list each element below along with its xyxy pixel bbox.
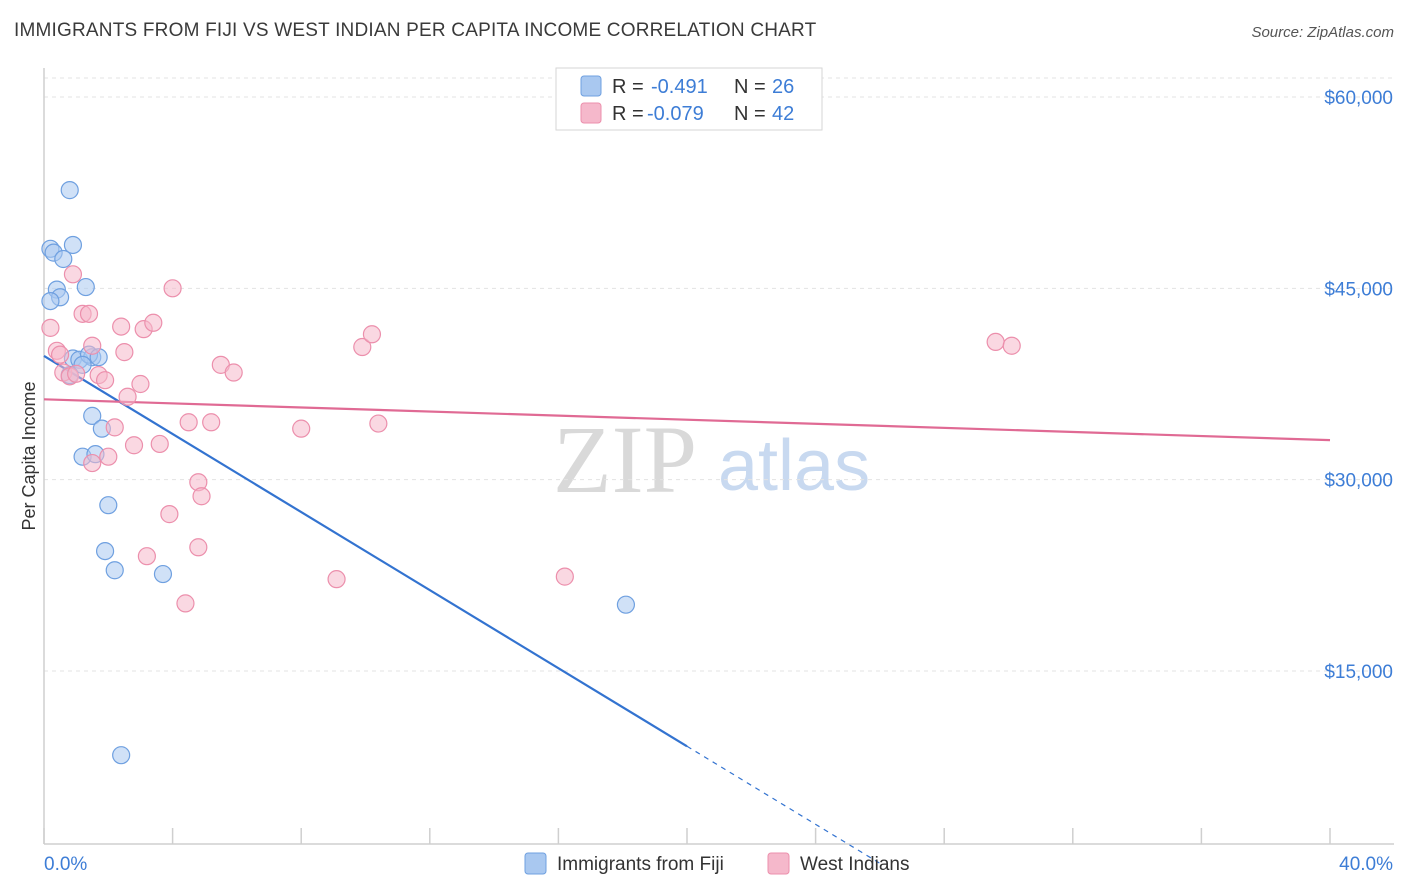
legend-n-value-fiji: 26 — [772, 76, 794, 98]
data-point-west-indians — [353, 337, 372, 357]
data-point-west-indians — [99, 447, 118, 466]
trendline-extension-fiji — [686, 745, 881, 864]
data-points — [41, 181, 1021, 765]
data-point-west-indians — [176, 594, 195, 613]
data-point-fiji — [60, 181, 79, 200]
y-axis-label: Per Capita Income — [19, 381, 39, 530]
legend-r-label-fiji: R = — [612, 76, 644, 98]
chart-source: Source: ZipAtlas.com — [1251, 24, 1394, 41]
data-point-west-indians — [189, 538, 208, 557]
data-point-west-indians — [41, 318, 60, 337]
bottom-legend-swatch-west-indians — [767, 852, 790, 875]
data-point-west-indians — [67, 364, 86, 383]
data-point-west-indians — [986, 332, 1005, 352]
legend-n-label-west-indians: N = — [734, 103, 766, 125]
legend-r-value-fiji: -0.491 — [651, 76, 708, 98]
watermark-atlas: atlas — [718, 426, 870, 506]
bottom-legend: Immigrants from Fiji West Indians — [524, 852, 909, 875]
chart-title: IMMIGRANTS FROM FIJI VS WEST INDIAN PER … — [14, 20, 817, 41]
data-point-fiji — [41, 291, 60, 311]
legend-swatch-fiji — [580, 75, 602, 97]
y-tick-labels: $60,000 $45,000 $30,000 $15,000 — [1324, 88, 1393, 683]
data-point-west-indians — [118, 387, 137, 406]
data-point-west-indians — [112, 317, 131, 336]
data-point-west-indians — [124, 436, 144, 455]
data-point-west-indians — [224, 363, 243, 382]
bottom-legend-label-fiji: Immigrants from Fiji — [557, 854, 724, 875]
data-point-fiji — [76, 277, 95, 297]
data-point-west-indians — [202, 413, 221, 432]
legend-r-label-west-indians: R = — [612, 103, 644, 125]
data-point-west-indians — [95, 371, 115, 390]
data-point-west-indians — [327, 570, 346, 589]
gridlines — [44, 77, 1394, 672]
data-point-west-indians — [150, 434, 169, 454]
data-point-west-indians — [160, 505, 179, 524]
x-tick-label-max: 40.0% — [1339, 854, 1393, 875]
trendline-west-indians — [43, 398, 1331, 442]
y-tick-label: $45,000 — [1324, 279, 1393, 300]
legend-n-value-west-indians: 42 — [772, 103, 794, 125]
data-point-fiji — [63, 235, 83, 255]
y-tick-label: $15,000 — [1324, 662, 1393, 683]
data-point-west-indians — [63, 265, 83, 284]
x-tick-label-min: 0.0% — [44, 854, 87, 875]
data-point-west-indians — [131, 374, 150, 394]
data-point-west-indians — [362, 325, 382, 344]
data-point-west-indians — [83, 453, 102, 473]
legend-n-label-fiji: N = — [734, 76, 766, 98]
watermark: ZIP atlas — [553, 406, 870, 513]
data-point-west-indians — [192, 487, 211, 506]
data-point-west-indians — [163, 279, 182, 298]
data-point-west-indians — [115, 343, 134, 362]
legend-r-value-west-indians: -0.079 — [647, 103, 704, 125]
data-point-fiji — [105, 561, 124, 580]
data-point-fiji — [153, 564, 173, 584]
data-point-west-indians — [179, 413, 198, 432]
legend-swatch-west-indians — [580, 102, 602, 124]
data-point-fiji — [616, 595, 636, 614]
data-point-west-indians — [144, 313, 163, 332]
data-point-west-indians — [105, 418, 124, 437]
data-point-west-indians — [555, 567, 574, 586]
trendlines — [43, 354, 1331, 864]
data-point-fiji — [99, 496, 118, 515]
data-point-west-indians — [79, 304, 99, 323]
data-point-west-indians — [50, 345, 70, 364]
data-point-fiji — [112, 746, 131, 765]
x-axis-ticks — [43, 828, 1331, 844]
data-point-fiji — [54, 249, 73, 269]
data-point-west-indians — [83, 336, 102, 355]
data-point-fiji — [95, 541, 115, 561]
data-point-west-indians — [369, 414, 388, 433]
bottom-legend-label-west-indians: West Indians — [800, 854, 909, 875]
data-point-west-indians — [137, 547, 156, 566]
top-legend: R = -0.491 N = 26 R = -0.079 N = 42 — [555, 67, 823, 131]
bottom-legend-swatch-fiji — [524, 852, 547, 875]
data-point-west-indians — [292, 419, 311, 438]
data-point-fiji — [83, 406, 102, 425]
trendline-fiji — [43, 354, 688, 748]
data-point-west-indians — [1002, 336, 1021, 355]
watermark-zip: ZIP — [553, 406, 697, 513]
y-tick-label: $60,000 — [1324, 88, 1393, 109]
y-tick-label: $30,000 — [1324, 471, 1393, 492]
